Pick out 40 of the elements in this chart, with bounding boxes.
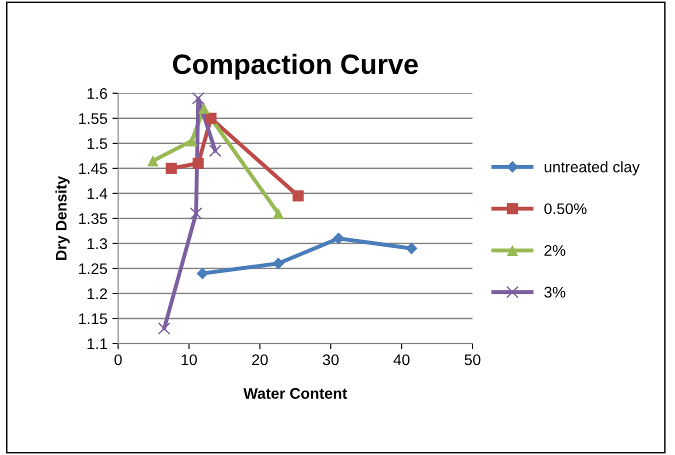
y-tick-label: 1.5	[88, 138, 108, 150]
y-tick-label: 1.15	[79, 314, 108, 324]
point	[166, 162, 177, 174]
x-tick-label: 40	[393, 354, 410, 366]
point	[158, 322, 170, 335]
y-tick-label: 1.6	[88, 88, 108, 99]
chart-title: Compaction Curve	[172, 54, 418, 80]
point	[192, 158, 204, 169]
x-tick-label: 10	[182, 354, 197, 366]
point	[147, 155, 158, 166]
y-tick-label: 1.3	[88, 238, 108, 250]
x-tick-label: 30	[322, 354, 339, 366]
point	[205, 112, 217, 124]
x-tick-label: 0	[114, 354, 122, 366]
y-tick-label: 1.2	[88, 288, 107, 300]
point	[190, 207, 202, 220]
y-tick-label: 1.4	[88, 188, 108, 199]
legend-label: 0.50%	[544, 203, 587, 214]
y-tick-label: 1.1	[88, 338, 107, 350]
y-tick-label: 1.35	[79, 213, 108, 224]
point	[272, 208, 284, 219]
legend-label: untreated clay	[544, 161, 640, 176]
y-tick-label: 1.55	[79, 113, 108, 124]
point	[186, 135, 198, 146]
y-tick-label: 1.25	[79, 263, 108, 274]
y-axis-title: Dry Density	[55, 176, 70, 260]
point	[196, 268, 208, 280]
legend-label: 2%	[544, 245, 566, 256]
point	[272, 258, 284, 270]
point	[208, 144, 222, 158]
point	[406, 242, 418, 254]
y-tick-label: 1.45	[79, 163, 108, 174]
legend-label: 3%	[544, 286, 566, 298]
point	[332, 232, 344, 244]
point	[192, 92, 204, 105]
x-tick-label: 50	[464, 354, 480, 366]
x-axis-title: Water Content	[243, 388, 348, 399]
point	[198, 102, 210, 114]
x-tick-label: 20	[252, 354, 268, 366]
point	[292, 190, 304, 202]
